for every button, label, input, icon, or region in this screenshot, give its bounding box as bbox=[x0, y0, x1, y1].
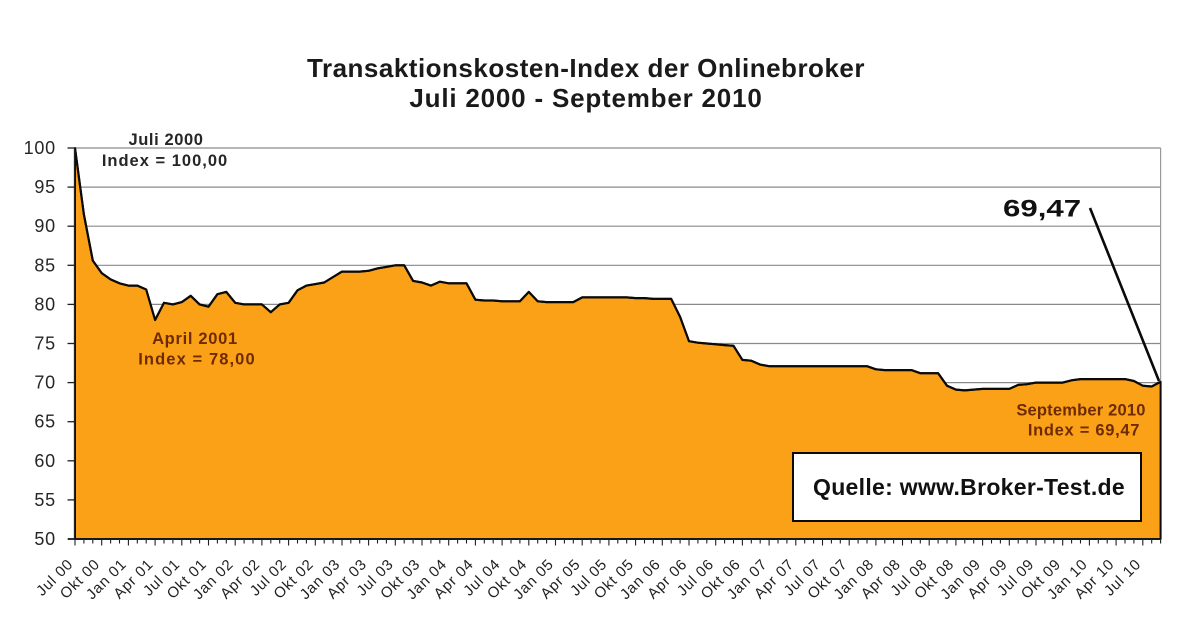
svg-text:Juli 2000 - September 2010: Juli 2000 - September 2010 bbox=[409, 83, 762, 113]
svg-text:95: 95 bbox=[34, 177, 56, 197]
svg-text:September 2010: September 2010 bbox=[1016, 402, 1145, 420]
svg-text:55: 55 bbox=[34, 490, 56, 510]
svg-text:50: 50 bbox=[34, 529, 56, 549]
svg-text:Index = 78,00: Index = 78,00 bbox=[138, 351, 256, 369]
svg-text:85: 85 bbox=[34, 255, 56, 275]
svg-text:Index = 100,00: Index = 100,00 bbox=[102, 152, 228, 170]
svg-text:Transaktionskosten-Index der O: Transaktionskosten-Index der Onlinebroke… bbox=[307, 53, 865, 83]
svg-text:60: 60 bbox=[34, 451, 56, 471]
svg-text:65: 65 bbox=[34, 412, 56, 432]
svg-text:75: 75 bbox=[34, 334, 56, 354]
svg-text:Quelle: www.Broker-Test.de: Quelle: www.Broker-Test.de bbox=[813, 474, 1125, 500]
svg-text:Juli 2000: Juli 2000 bbox=[128, 131, 203, 149]
svg-text:90: 90 bbox=[34, 216, 56, 236]
svg-text:100: 100 bbox=[24, 138, 56, 158]
svg-text:69,47: 69,47 bbox=[1003, 195, 1081, 222]
svg-text:Index = 69,47: Index = 69,47 bbox=[1028, 422, 1140, 440]
svg-text:70: 70 bbox=[34, 373, 56, 393]
svg-text:April 2001: April 2001 bbox=[152, 330, 238, 348]
svg-text:80: 80 bbox=[34, 294, 56, 314]
